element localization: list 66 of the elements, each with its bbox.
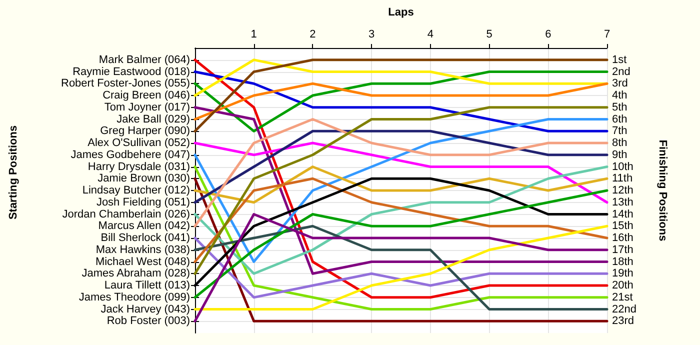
x-tick-label: 2	[310, 28, 316, 40]
y2-tick-label: 22nd	[612, 303, 636, 316]
category-label: James Abraham (028)	[82, 268, 190, 280]
y2-tick-label: 6th	[612, 113, 628, 126]
y2-tick-label: 15th	[612, 220, 634, 232]
y2-tick-label: 10th	[612, 160, 634, 173]
category-label: Bill Sherlock (041)	[100, 232, 190, 244]
y2-tick-label: 20th	[612, 280, 634, 292]
y2-axis-title: Finishing Positions	[656, 140, 668, 242]
text: Starting Positions	[8, 125, 20, 220]
x-tick-label: 7	[604, 28, 610, 40]
y2-tick-label: 9th	[612, 148, 628, 161]
x-tick-label: 6	[545, 28, 552, 40]
category-label: Jordan Chamberlain (026)	[62, 208, 190, 220]
x-tick-label: 5	[486, 28, 492, 40]
x-tick-label: 3	[368, 28, 375, 40]
category-label: Laura Tillett (013)	[104, 280, 190, 292]
category-label: Jamie Brown (030)	[98, 172, 190, 185]
y2-tick-label: 16th	[612, 232, 634, 244]
y2-tick-label: 18th	[612, 256, 634, 268]
category-label: Alex O'Sullivan (052)	[88, 137, 190, 149]
y2-tick-label: 2nd	[612, 66, 630, 78]
category-label: Harry Drysdale (031)	[88, 160, 190, 173]
category-label: Robert Foster-Jones (055)	[61, 78, 190, 90]
category-label: Raymie Eastwood (018)	[72, 66, 190, 78]
y2-tick-label: 7th	[612, 125, 628, 138]
y2-tick-label: 5th	[612, 101, 628, 114]
category-label: Max Hawkins (038)	[96, 244, 190, 256]
category-label: Lindsay Butcher (012)	[82, 184, 190, 196]
y2-tick-label: 21st	[612, 291, 633, 304]
category-label: Josh Fielding (051)	[96, 196, 190, 208]
x-tick-label: 4	[427, 28, 434, 40]
category-label: James Theodore (099)	[78, 291, 190, 304]
y2-tick-label: 17th	[612, 244, 634, 256]
category-label: Rob Foster (003)	[106, 315, 190, 328]
line-series	[194, 70, 608, 132]
y2-tick-label: 12th	[612, 184, 634, 196]
line-series	[194, 177, 608, 263]
category-label: Mark Balmer (064)	[98, 54, 190, 66]
category-label: Tom Joyner (017)	[104, 101, 190, 114]
line-series	[194, 189, 608, 299]
line-series	[194, 166, 608, 275]
y2-tick-label: 23rd	[612, 315, 634, 328]
x-tick-label: 1	[250, 28, 257, 40]
y2-tick-label: 14th	[612, 208, 634, 220]
category-label: Marcus Allen (042)	[98, 220, 190, 232]
category-label: Jake Ball (029)	[116, 113, 190, 126]
y2-tick-label: 3rd	[612, 78, 628, 90]
line-series	[194, 224, 608, 310]
y2-tick-label: 1st	[612, 54, 627, 66]
line-series	[194, 142, 608, 204]
y2-tick-label: 19th	[612, 268, 634, 280]
line-series	[194, 130, 608, 204]
y2-tick-label: 4th	[612, 90, 628, 102]
x-axis-title: Laps	[388, 6, 414, 18]
category-label: James Godbehere (047)	[70, 148, 190, 161]
y2-tick-label: 11th	[612, 172, 633, 185]
y2-tick-label: 8th	[612, 137, 628, 149]
category-label: Michael West (048)	[95, 256, 190, 268]
category-label: Jack Harvey (043)	[100, 303, 190, 316]
line-series	[194, 166, 608, 204]
line-series	[194, 236, 608, 299]
category-label: Craig Breen (046)	[102, 90, 190, 102]
line-series	[194, 118, 608, 228]
category-label: Greg Harper (090)	[100, 125, 190, 138]
y2-tick-label: 13th	[612, 196, 634, 208]
